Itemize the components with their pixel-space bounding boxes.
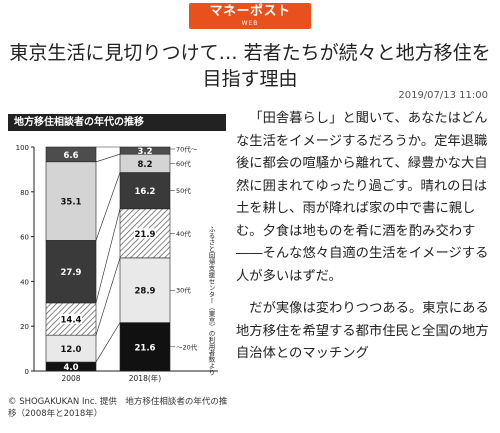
data-label-bg	[134, 228, 156, 239]
bar-segment	[119, 322, 171, 372]
legend-label: ～20代	[176, 342, 198, 351]
legend-label: 50代	[176, 186, 191, 195]
figure-caption: © SHOGAKUKAN Inc. 提供 地方移住相談者の年代の推移（2008年…	[8, 397, 228, 419]
x-category-label: 2008	[61, 374, 80, 383]
connector-line	[95, 172, 121, 241]
data-label: 8.2	[137, 160, 152, 170]
site-logo-main: マネーポスト	[209, 4, 291, 19]
connector-line	[95, 208, 121, 303]
data-label: 35.1	[61, 198, 82, 208]
data-label: 4.0	[63, 363, 78, 373]
data-label: 12.0	[61, 345, 82, 355]
article-body: 「田舎暮らし」と聞いて、あなたはどんな生活をイメージするだろうか。定年退職後に都…	[236, 108, 494, 366]
connector-line	[95, 153, 121, 163]
site-logo[interactable]: マネーポスト WEB	[189, 3, 311, 29]
bar-segment	[119, 172, 171, 210]
y-tick-label: 60	[20, 234, 29, 242]
data-label: 3.2	[137, 147, 152, 157]
y-tick-label: 100	[16, 144, 29, 152]
data-label: 16.2	[135, 187, 156, 197]
legend-label: 60代	[176, 159, 191, 168]
chart-figure: 地方移住相談者の年代の推移 0 20 40 60 80 100 4.0 12.0 14.4 27.…	[8, 114, 226, 390]
legend-label: 40代	[176, 229, 191, 238]
y-tick-label: 0	[25, 368, 29, 376]
article-date: 2019/07/13 11:00	[398, 90, 488, 101]
article-title: 東京生活に見切りつけて… 若者たちが続々と地方移住を目指す理由	[9, 42, 491, 90]
article-paragraph-1: 「田舎暮らし」と聞いて、あなたはどんな生活をイメージするだろうか。定年退職後に都…	[236, 111, 489, 284]
bar-segment	[119, 146, 171, 155]
data-label: 28.9	[135, 287, 156, 297]
legend-label: 70代～	[176, 145, 198, 154]
y-tick-label: 20	[20, 323, 29, 331]
data-label: 21.6	[135, 343, 156, 353]
bar-segment	[45, 240, 97, 304]
article-paragraph-2: だが実像は変わりつつある。東京にある地方移住を希望する都市住民と全国の地方自治体…	[236, 301, 489, 361]
data-label: 27.9	[61, 268, 82, 278]
bar-segment	[119, 257, 171, 323]
connector-line	[95, 257, 121, 336]
stacked-bar-chart: 0 20 40 60 80 100 4.0 12.0 14.4 27.9 35.1 6.6 2008 21…	[16, 144, 218, 383]
bar-segment	[45, 146, 97, 163]
x-category-label: 2018(年)	[129, 373, 162, 383]
data-label: 6.6	[63, 151, 78, 161]
legend-label: 30代	[176, 286, 191, 295]
chart-title: 地方移住相談者の年代の推移	[8, 114, 226, 131]
connector-line	[95, 322, 121, 363]
data-label-bg	[60, 314, 82, 325]
data-label: 14.4	[61, 316, 82, 326]
bar-segment	[45, 161, 97, 241]
data-label: 21.9	[135, 230, 156, 240]
site-logo-sub: WEB	[241, 20, 259, 27]
source-note: ふるさと回帰支援センター（東京）の利用者数より	[207, 226, 215, 376]
y-tick-label: 40	[20, 278, 29, 286]
y-tick-label: 80	[20, 189, 29, 197]
